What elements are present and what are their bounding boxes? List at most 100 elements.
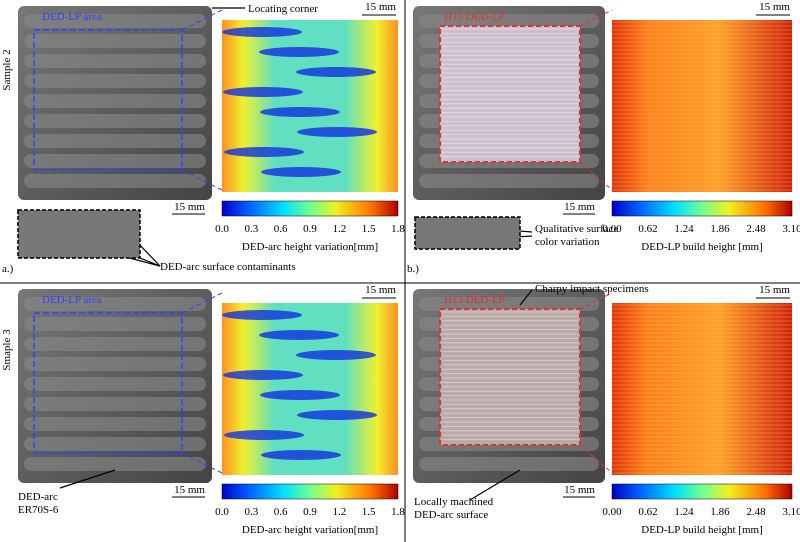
annotation: Qualitative surface — [535, 223, 618, 235]
panel: DED-LP area 15 mm 15 mm 0.0 0.3 0.6 0.9 1.2 1.5 1… — [2, 1, 405, 275]
low-region — [261, 450, 341, 460]
weld-bead — [24, 154, 206, 168]
photo-scale: 15 mm — [564, 201, 595, 213]
inset — [17, 209, 141, 259]
height-map — [612, 303, 792, 475]
colorbar-tick-label: 1.86 — [710, 506, 730, 518]
low-region — [223, 87, 303, 97]
colorbar-tick-label: 0.3 — [244, 223, 258, 235]
colorbar-tick-label: 0.9 — [303, 223, 317, 235]
colorbar — [611, 483, 793, 500]
colorbar-tick-label: 0.6 — [274, 223, 288, 235]
weld-bead — [24, 377, 206, 391]
annotation: DED-arc surface contaminants — [160, 261, 296, 273]
low-region — [224, 430, 304, 440]
low-region — [297, 410, 377, 420]
height-map — [222, 303, 398, 475]
colorbar-tick-label: 0.00 — [602, 506, 622, 518]
low-region — [260, 390, 340, 400]
weld-bead — [24, 174, 206, 188]
panel-label: a.) — [2, 263, 14, 275]
colorbar-title: DED-LP build height [mm] — [641, 524, 763, 536]
photo-scale: 15 mm — [174, 201, 205, 213]
panel-label: b.) — [407, 263, 419, 275]
colorbar-tick-label: 0.6 — [274, 506, 288, 518]
weld-bead — [24, 94, 206, 108]
low-region — [222, 310, 302, 320]
weld-bead — [24, 14, 206, 28]
colorbar-tick-label: 1.24 — [674, 506, 694, 518]
row-label: Smaple 3 — [1, 329, 13, 371]
colorbar — [611, 200, 793, 217]
annotation: Charpy impact specimens — [535, 283, 649, 295]
colorbar-tick-label: 1.8 — [391, 223, 405, 235]
low-region — [296, 67, 376, 77]
colorbar-tick-label: 0.62 — [638, 506, 657, 518]
low-region — [223, 370, 303, 380]
guide — [579, 161, 613, 191]
weld-bead — [24, 457, 206, 471]
low-region — [259, 330, 339, 340]
height-map — [222, 20, 398, 192]
colorbar-tick-label: 0.0 — [215, 223, 229, 235]
colorbar — [221, 200, 399, 217]
colorbar-tick-label: 1.2 — [332, 223, 346, 235]
annotation: DED-arc — [18, 491, 58, 503]
arrow — [59, 469, 116, 489]
colorbar-tick-label: 2.48 — [746, 506, 766, 518]
photo-label: DED-LP area — [42, 294, 102, 306]
dedlp-area — [33, 312, 183, 454]
colorbar-tick-label: 0.3 — [244, 506, 258, 518]
annotation: DED-arc surface — [414, 509, 488, 521]
colorbar — [221, 483, 399, 500]
guide — [579, 9, 613, 27]
arrow — [469, 469, 521, 501]
low-region — [296, 350, 376, 360]
annotation: Locating corner — [248, 3, 318, 15]
photo-label: DED-LP area — [42, 11, 102, 23]
guide — [579, 444, 613, 474]
weld-bead — [419, 457, 599, 471]
colorbar-tick-label: 3.10 — [782, 223, 800, 235]
weld-bead — [24, 357, 206, 371]
panel: DED-LP area 15 mm 15 mm 0.0 0.3 0.6 0.9 1.2 1.5 1… — [18, 284, 405, 536]
colorbar-tick-label: 1.2 — [332, 506, 346, 518]
map-scale: 15 mm — [759, 1, 790, 13]
map-scale: 15 mm — [759, 284, 790, 296]
panel: H13 DED-LP 15 mm 15 mm 0.00 0.62 1.24 1.86 2.48… — [407, 1, 800, 275]
colorbar-title: DED-arc height variation[mm] — [242, 524, 378, 536]
colorbar-tick-label: 3.10 — [782, 506, 800, 518]
map-scale: 15 mm — [365, 284, 396, 296]
colorbar-tick-label: 0.62 — [638, 223, 657, 235]
weld-bead — [24, 114, 206, 128]
weld-bead — [24, 397, 206, 411]
weld-bead — [24, 437, 206, 451]
weld-bead — [24, 74, 206, 88]
map-scale: 15 mm — [365, 1, 396, 13]
colorbar-tick-label: 0.0 — [215, 506, 229, 518]
photo-label: H13 DED-LP — [444, 294, 505, 306]
weld-bead — [419, 14, 599, 28]
panel: H13 DED-LP 15 mm 15 mm 0.00 0.62 1.24 1.86 2.48… — [413, 284, 800, 536]
colorbar-tick-label: 0.00 — [602, 223, 622, 235]
colorbar-tick-label: 1.8 — [391, 506, 405, 518]
weld-bead — [24, 317, 206, 331]
photo-scale: 15 mm — [564, 484, 595, 496]
weld-bead — [24, 34, 206, 48]
colorbar-tick-label: 1.5 — [362, 223, 376, 235]
dedlp-area — [33, 29, 183, 171]
row-label: Sample 2 — [1, 49, 13, 90]
height-map — [612, 20, 792, 192]
colorbar-tick-label: 1.24 — [674, 223, 694, 235]
colorbar-tick-label: 1.5 — [362, 506, 376, 518]
dedlp-area — [439, 25, 581, 163]
low-region — [261, 167, 341, 177]
colorbar-tick-label: 2.48 — [746, 223, 766, 235]
arrow — [519, 289, 533, 306]
dedlp-area — [439, 308, 581, 446]
weld-bead — [419, 174, 599, 188]
inset — [414, 216, 521, 250]
weld-bead — [24, 417, 206, 431]
colorbar-tick-label: 0.9 — [303, 506, 317, 518]
